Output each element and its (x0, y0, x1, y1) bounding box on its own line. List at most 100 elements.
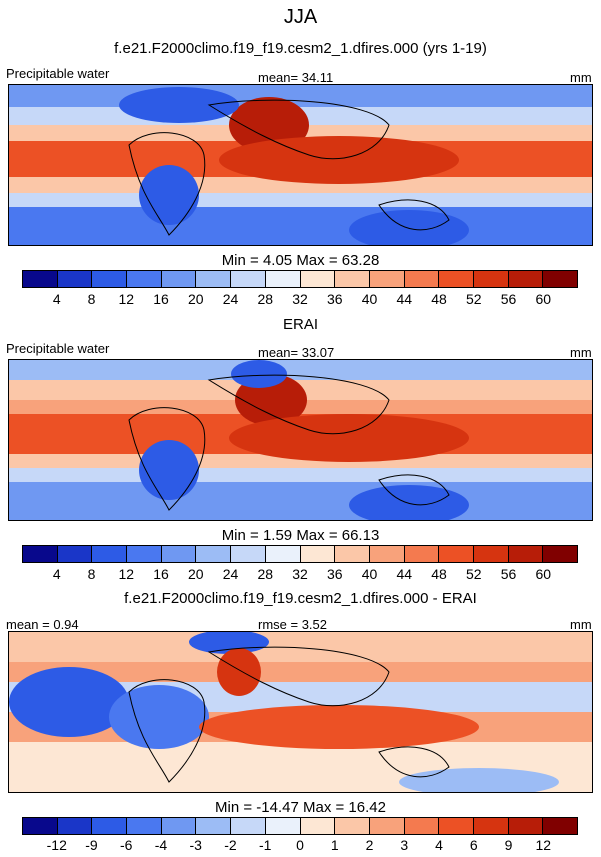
map-blob (219, 136, 459, 184)
coastline-asia (207, 99, 390, 160)
colorbar-swatch (508, 818, 544, 834)
colorbar-swatch (57, 546, 93, 562)
colorbar-tick-label: 56 (500, 291, 517, 307)
colorbar-swatch (543, 818, 577, 834)
panel1-map (8, 84, 593, 246)
colorbar-tick-label: 20 (187, 291, 204, 307)
colorbar-swatch (473, 271, 509, 287)
map-blob (109, 685, 209, 749)
colorbar-tick-label: 0 (296, 837, 304, 853)
colorbar-tick-label: 56 (500, 566, 517, 582)
map-band-north (9, 360, 592, 380)
colorbar-tick-label: 3 (400, 837, 409, 853)
panel3-map-svg (9, 632, 592, 792)
colorbar-swatch (508, 546, 544, 562)
colorbar-tick-label: -4 (154, 837, 168, 853)
colorbar-swatch (92, 546, 128, 562)
panel2-variable-label: Precipitable water (6, 341, 110, 356)
colorbar-swatch (335, 818, 370, 834)
colorbar-swatch (300, 546, 336, 562)
colorbar-tick-label: 16 (153, 291, 169, 307)
colorbar-tick-label: 12 (535, 837, 552, 853)
colorbar-swatch (127, 546, 162, 562)
coastline-australia (378, 474, 450, 506)
colorbar-swatch (57, 271, 93, 287)
map-blob (217, 648, 261, 696)
panel2-colorbar (22, 545, 578, 563)
map-blob (139, 165, 199, 225)
colorbar-tick-label: 1 (330, 837, 339, 853)
colorbar-swatch (196, 546, 232, 562)
colorbar-swatch (161, 818, 197, 834)
panel3-colorbar-ticks: -12 -9 -6 -4 -3 -2 -1 0 1 2 3 4 6 9 12 (22, 837, 578, 855)
panel1-unit-label: mm (570, 70, 592, 85)
panel3-unit-label: mm (570, 617, 592, 632)
colorbar-swatch (92, 271, 128, 287)
colorbar-swatch (265, 271, 301, 287)
colorbar-swatch (369, 271, 405, 287)
panel2-header: ERAI (282, 316, 318, 333)
coastline-africa (128, 132, 206, 236)
map-blob (349, 485, 469, 520)
coastline-africa (128, 407, 206, 511)
colorbar-tick-label: 60 (535, 291, 552, 307)
colorbar-tick-label: 48 (431, 566, 447, 582)
colorbar-swatch (265, 546, 301, 562)
map-band-south (9, 207, 592, 245)
coastline-australia (378, 746, 450, 778)
map-band (9, 662, 592, 682)
colorbar-tick-label: 44 (396, 566, 413, 582)
panel2-mean-label: mean= 33.07 (258, 345, 335, 360)
panel1-minmax: Min = 4.05 Max = 63.28 (221, 252, 380, 269)
colorbar-swatch (23, 818, 58, 834)
colorbar-tick-label: -6 (120, 837, 133, 853)
panel2-colorbar-ticks: 4 8 12 16 20 24 28 32 36 40 44 48 52 56 60 (22, 566, 578, 584)
colorbar-tick-label: -12 (46, 837, 67, 853)
map-band (9, 193, 592, 207)
colorbar-swatch (196, 818, 232, 834)
colorbar-swatch (161, 271, 197, 287)
colorbar-tick-label: 4 (52, 291, 61, 307)
panel3-mean-label: mean = 0.94 (6, 617, 79, 632)
map-blob (349, 210, 469, 245)
colorbar-tick-label: 24 (222, 291, 239, 307)
colorbar-tick-label: -2 (224, 837, 237, 853)
panel3-header: f.e21.F2000climo.f19_f19.cesm2_1.dfires.… (124, 590, 477, 607)
colorbar-swatch (92, 818, 128, 834)
colorbar-swatch (57, 818, 93, 834)
panel2-map (8, 359, 593, 521)
colorbar-tick-label: 40 (361, 291, 378, 307)
colorbar-swatch (231, 546, 266, 562)
map-band-north (9, 85, 592, 107)
colorbar-tick-label: 44 (396, 291, 413, 307)
colorbar-tick-label: 40 (361, 566, 378, 582)
colorbar-tick-label: 4 (52, 566, 61, 582)
colorbar-swatch (196, 271, 232, 287)
colorbar-tick-label: 52 (465, 566, 482, 582)
colorbar-swatch (473, 818, 509, 834)
colorbar-tick-label: 4 (435, 837, 443, 853)
panel1-header: f.e21.F2000climo.f19_f19.cesm2_1.dfires.… (114, 40, 487, 57)
colorbar-tick-label: 9 (504, 837, 513, 853)
coastline-asia (207, 646, 390, 707)
colorbar-swatch (543, 546, 577, 562)
panel3-minmax: Min = -14.47 Max = 16.42 (215, 799, 386, 816)
panel1-colorbar-ticks: 4 8 12 16 20 24 28 32 36 40 44 48 52 56 60 (22, 291, 578, 309)
colorbar-swatch (439, 271, 474, 287)
colorbar-swatch (335, 546, 370, 562)
map-blob (199, 705, 479, 749)
colorbar-tick-label: 8 (87, 291, 96, 307)
colorbar-tick-label: 6 (469, 837, 478, 853)
colorbar-tick-label: 24 (222, 566, 239, 582)
colorbar-swatch (369, 818, 405, 834)
colorbar-swatch (161, 546, 197, 562)
colorbar-tick-label: -3 (189, 837, 202, 853)
colorbar-tick-label: -9 (85, 837, 98, 853)
colorbar-swatch (23, 546, 58, 562)
colorbar-tick-label: 48 (431, 291, 447, 307)
colorbar-swatch (543, 271, 577, 287)
map-blob (189, 632, 269, 654)
panel1-colorbar (22, 270, 578, 288)
map-band-south (9, 482, 592, 520)
colorbar-swatch (439, 546, 474, 562)
